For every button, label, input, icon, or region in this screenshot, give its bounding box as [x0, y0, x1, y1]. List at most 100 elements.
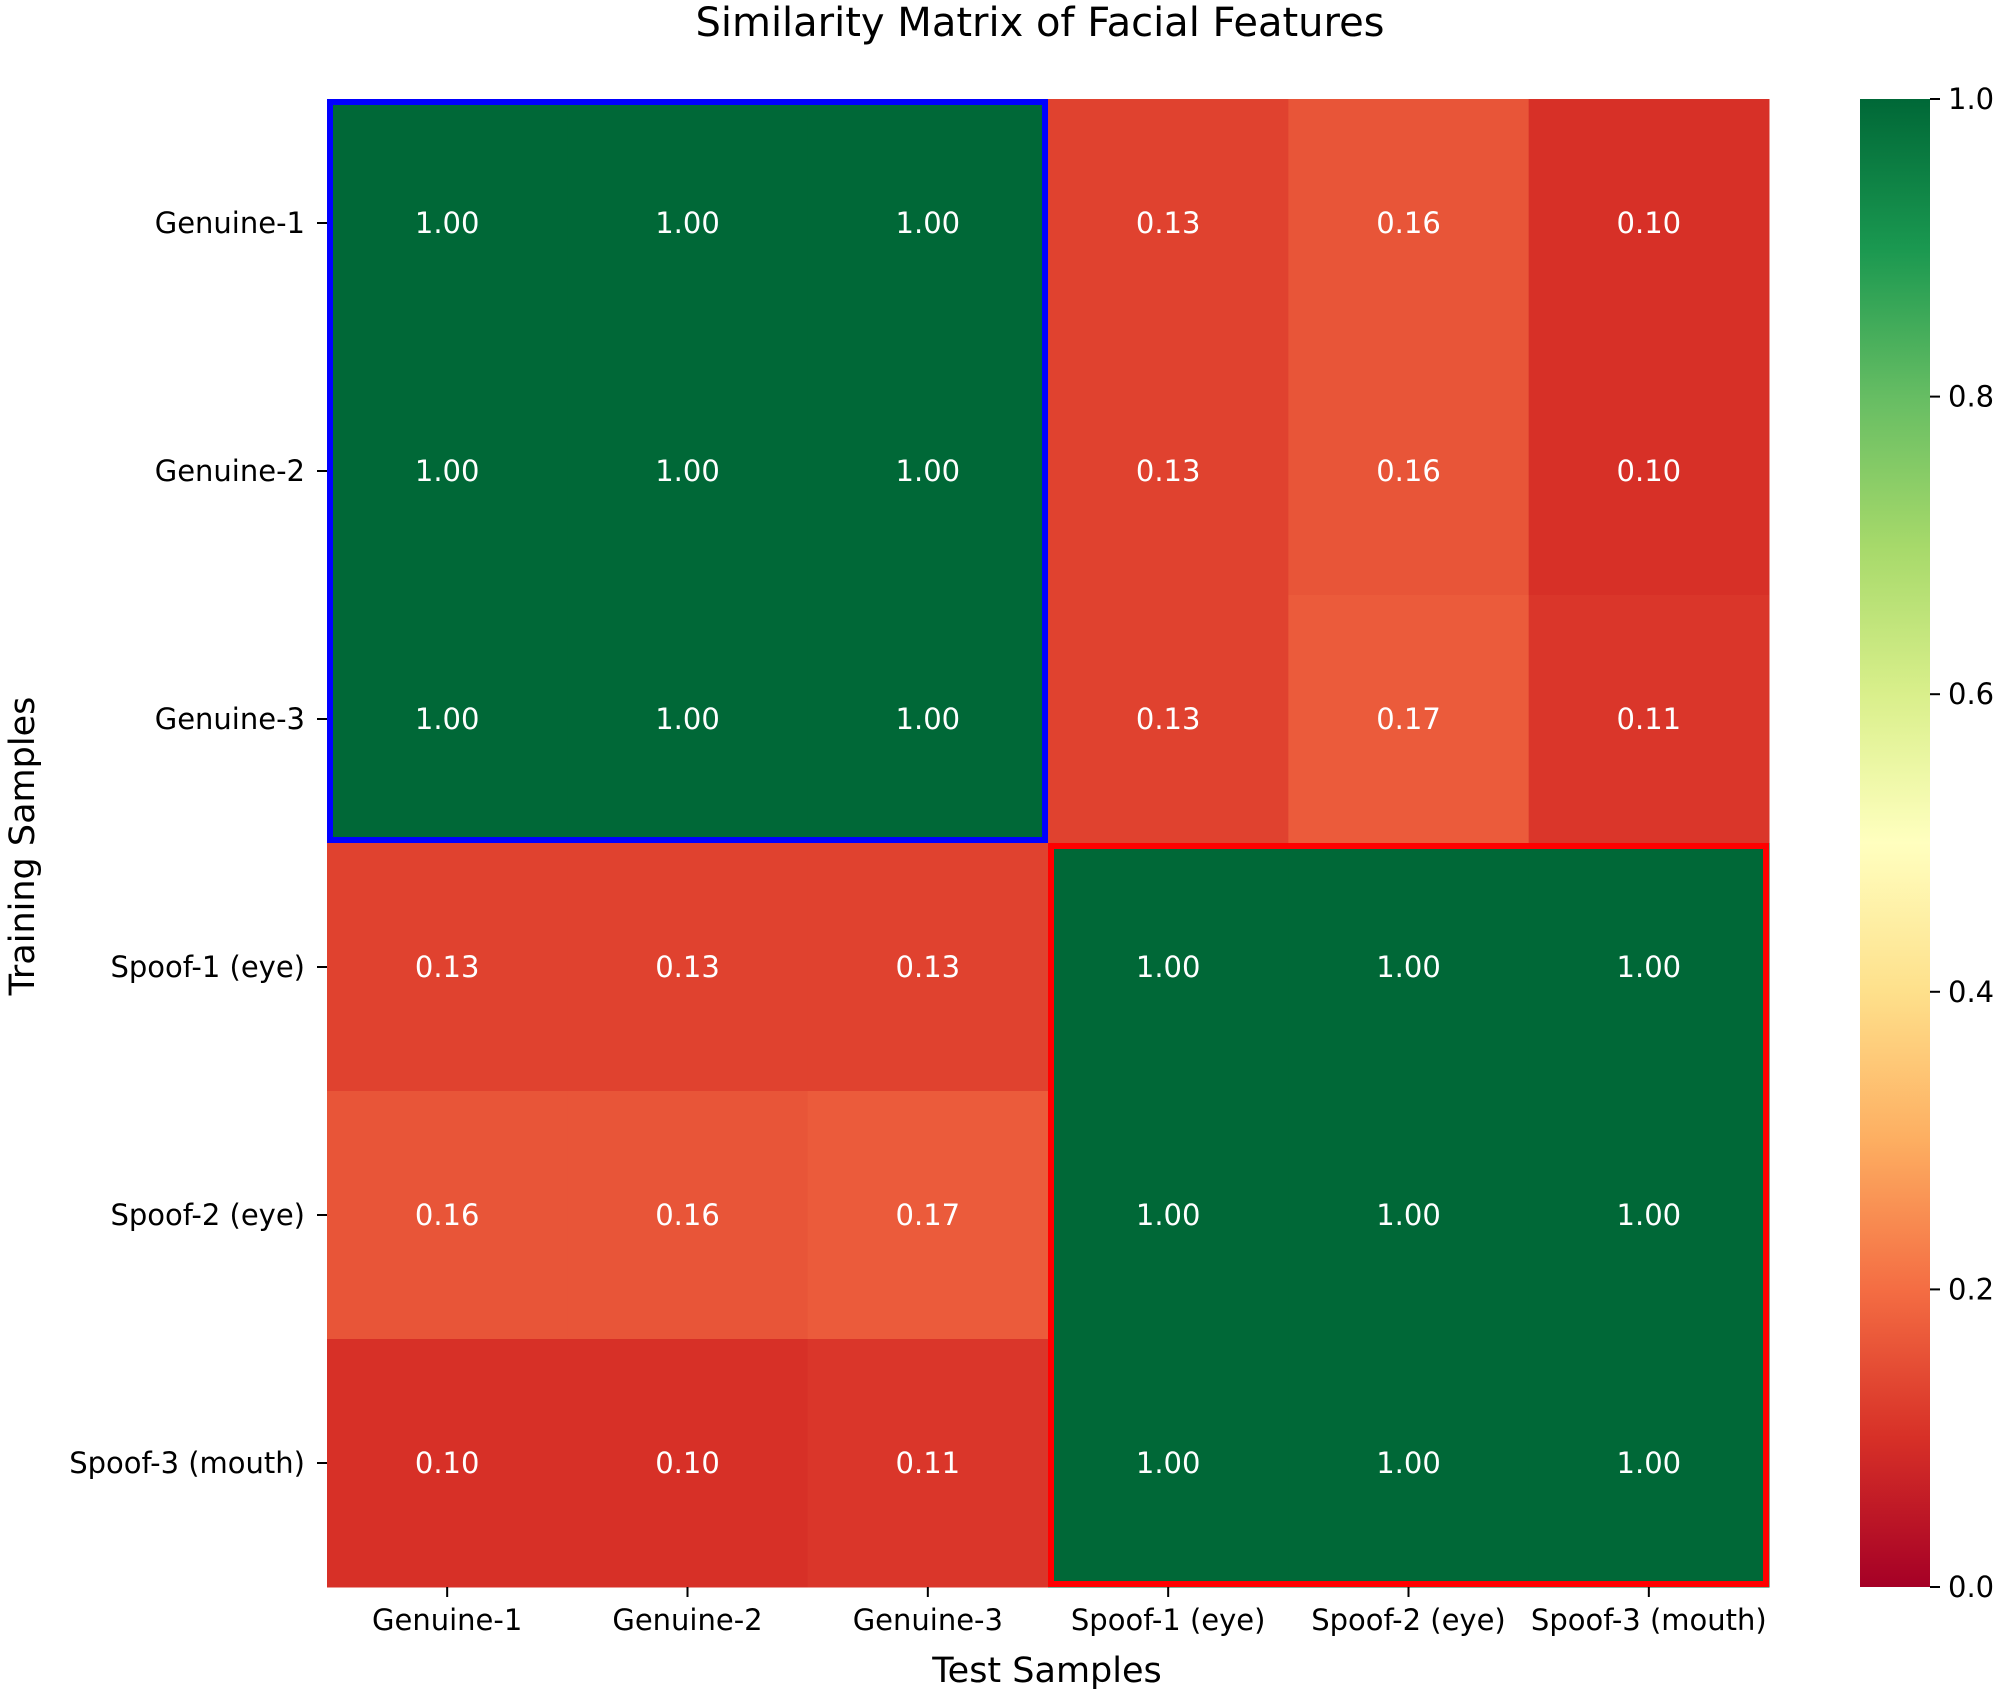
heatmap-cell [567, 595, 809, 844]
y-tick-label: Spoof-1 (eye) [110, 950, 305, 984]
colorbar-tick-label: 0.2 [1948, 1272, 1994, 1306]
highlight-boxes [327, 99, 1769, 1587]
heatmap-cell [567, 99, 809, 348]
heatmap-cell [1288, 595, 1530, 844]
heatmap-cell [567, 347, 809, 596]
cell-value-label: 1.00 [896, 206, 961, 240]
colorbar-tick-label: 0.6 [1948, 677, 1994, 711]
heatmap-cell [807, 1339, 1049, 1588]
heatmap-cell [1528, 1339, 1770, 1588]
chart-title: Similarity Matrix of Facial Features [695, 0, 1384, 46]
cell-value-label: 0.10 [1617, 454, 1682, 488]
cell-value-label: 0.17 [1376, 702, 1441, 736]
heatmap-cell [327, 99, 568, 348]
heatmap-cell [807, 1091, 1049, 1340]
y-tick-label: Genuine-3 [155, 702, 305, 736]
cell-value-label: 0.10 [655, 1446, 720, 1480]
cell-value-label: 0.10 [415, 1446, 480, 1480]
cell-value-label: 0.13 [896, 950, 961, 984]
cell-value-label: 1.00 [1617, 950, 1682, 984]
cell-value-label: 1.00 [896, 454, 961, 488]
y-axis-ticks: Genuine-1 Genuine-2 Genuine-3 Spoof-1 (eye)… [69, 206, 327, 1480]
cell-value-label: 1.00 [896, 702, 961, 736]
heatmap-cell [1048, 99, 1289, 348]
cell-value-label: 1.00 [1376, 1446, 1441, 1480]
colorbar-ticks: 0.0 0.2 0.4 0.6 0.8 1.0 [1930, 82, 1994, 1604]
cell-value-label: 1.00 [1136, 950, 1201, 984]
cell-value-label: 0.13 [1136, 206, 1201, 240]
heatmap-cell [1288, 1339, 1530, 1588]
heatmap-cell [1288, 99, 1530, 348]
x-axis-label: Test Samples [931, 1651, 1162, 1691]
cell-value-label: 0.13 [1136, 454, 1201, 488]
heatmap-cell [1048, 347, 1289, 596]
cell-value-label: 0.16 [415, 1198, 480, 1232]
heatmap-cell [807, 843, 1049, 1092]
heatmap-cell [1048, 595, 1289, 844]
heatmap-cell [327, 347, 568, 596]
colorbar-tick-label: 0.4 [1948, 975, 1994, 1009]
cell-annotations: 1.00 1.00 1.00 0.13 0.16 0.10 1.00 1.00 1.00 0.13… [415, 206, 1681, 1480]
heatmap-cell [1528, 99, 1770, 348]
cell-value-label: 0.13 [1136, 702, 1201, 736]
heatmap-cell [327, 1339, 568, 1588]
heatmap-cell [1288, 347, 1530, 596]
heatmap-cell [1528, 1091, 1770, 1340]
cell-value-label: 0.11 [896, 1446, 961, 1480]
heatmap-cell [1528, 843, 1770, 1092]
heatmap-cell [567, 1339, 809, 1588]
genuine-block-box [327, 99, 1048, 843]
cell-value-label: 1.00 [655, 454, 720, 488]
cell-value-label: 0.10 [1617, 206, 1682, 240]
cell-value-label: 1.00 [1136, 1198, 1201, 1232]
y-axis-label: Training Samples [3, 697, 43, 997]
cell-value-label: 0.16 [1376, 454, 1441, 488]
colorbar-tick-label: 0.0 [1948, 1570, 1994, 1604]
heatmap-cell [327, 843, 568, 1092]
y-tick-label: Spoof-3 (mouth) [69, 1446, 305, 1480]
colorbar-tick-label: 1.0 [1948, 82, 1994, 116]
cell-value-label: 1.00 [1376, 1198, 1441, 1232]
cell-value-label: 1.00 [415, 702, 480, 736]
colorbar-tick-label: 0.8 [1948, 380, 1994, 414]
cell-value-label: 1.00 [1617, 1198, 1682, 1232]
heatmap-cell [1528, 347, 1770, 596]
cell-value-label: 0.13 [415, 950, 480, 984]
heatmap-cell [1048, 1339, 1289, 1588]
heatmap-cell [1288, 843, 1530, 1092]
cell-value-label: 0.13 [655, 950, 720, 984]
heatmap-cell [1048, 843, 1289, 1092]
cell-value-label: 0.11 [1617, 702, 1682, 736]
heatmap-cell [1288, 1091, 1530, 1340]
colorbar [1860, 99, 1930, 1587]
cell-value-label: 1.00 [1617, 1446, 1682, 1480]
y-tick-label: Genuine-2 [155, 454, 305, 488]
cell-value-label: 0.16 [655, 1198, 720, 1232]
x-axis-ticks: Genuine-1 Genuine-2 Genuine-3 Spoof-1 (eye)… [372, 1587, 1767, 1637]
x-tick-label: Spoof-2 (eye) [1311, 1603, 1506, 1637]
heatmap-cell [327, 595, 568, 844]
heatmap-cell [567, 843, 809, 1092]
heatmap-cell [807, 595, 1049, 844]
cell-value-label: 1.00 [655, 702, 720, 736]
cell-value-label: 1.00 [415, 206, 480, 240]
x-tick-label: Spoof-3 (mouth) [1531, 1603, 1767, 1637]
cell-value-label: 0.16 [1376, 206, 1441, 240]
spoof-block-box [1048, 843, 1769, 1587]
cell-value-label: 1.00 [415, 454, 480, 488]
cell-value-label: 1.00 [1376, 950, 1441, 984]
heatmap-cell [327, 1091, 568, 1340]
x-tick-label: Genuine-1 [372, 1603, 522, 1637]
y-tick-label: Genuine-1 [155, 206, 305, 240]
heatmap-cell [567, 1091, 809, 1340]
y-tick-label: Spoof-2 (eye) [110, 1198, 305, 1232]
cell-value-label: 0.17 [896, 1198, 961, 1232]
heatmap-cell [1528, 595, 1770, 844]
heatmap-cell [1048, 1091, 1289, 1340]
heatmap-cell [807, 99, 1049, 348]
x-tick-label: Genuine-3 [853, 1603, 1003, 1637]
x-tick-label: Spoof-1 (eye) [1071, 1603, 1266, 1637]
cell-value-label: 1.00 [1136, 1446, 1201, 1480]
heatmap-cells [327, 99, 1770, 1588]
